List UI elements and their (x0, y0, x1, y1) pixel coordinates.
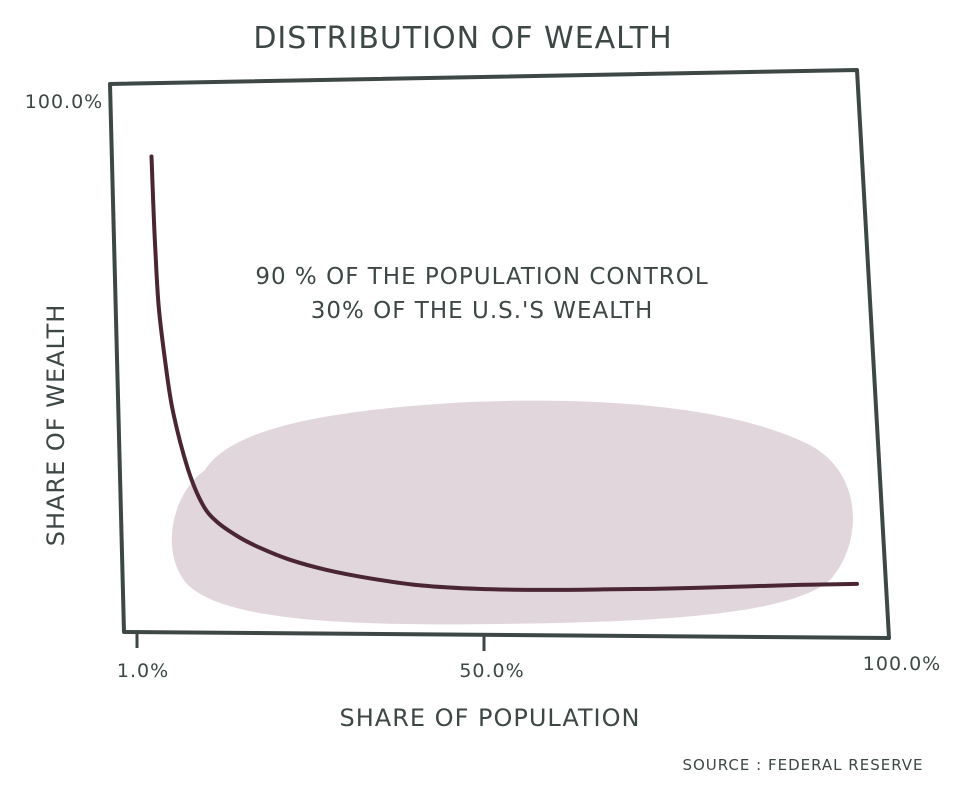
data-point (200, 502, 204, 506)
y-axis-title: SHARE OF WEALTH (42, 304, 70, 547)
data-point (324, 568, 328, 572)
data-point (164, 366, 168, 370)
data-point (171, 412, 175, 416)
data-point (237, 535, 241, 539)
x-tick-label: 50.0% (459, 660, 524, 682)
wealth-share-line (149, 154, 859, 592)
data-point (368, 576, 372, 580)
data-point (150, 154, 154, 158)
x-axis-title: SHARE OF POPULATION (340, 704, 641, 732)
data-point (419, 583, 423, 587)
data-point (157, 306, 161, 310)
x-tick-label: 100.0% (863, 653, 941, 675)
data-point (797, 583, 801, 587)
y-tick-label: 100.0% (25, 91, 103, 113)
annotation-line-1: 90 % OF THE POPULATION CONTROL (255, 264, 708, 290)
data-point (477, 587, 481, 591)
chart-title: DISTRIBUTION OF WEALTH (253, 21, 672, 56)
data-point (746, 584, 750, 588)
annotation-line-2: 30% OF THE U.S.'S WEALTH (311, 298, 654, 324)
data-point (259, 546, 263, 550)
data-point (600, 587, 604, 591)
source-note: SOURCE : FEDERAL RESERVE (682, 756, 923, 774)
data-point (153, 245, 157, 249)
data-point (186, 467, 190, 471)
highlight-region (171, 400, 853, 625)
data-point (535, 588, 539, 592)
data-point (673, 586, 677, 590)
data-point (151, 195, 155, 199)
plot-frame (108, 68, 891, 640)
data-point (215, 520, 219, 524)
data-point (855, 582, 859, 586)
x-tick-label: 1.0% (117, 660, 169, 682)
data-point (288, 558, 292, 562)
